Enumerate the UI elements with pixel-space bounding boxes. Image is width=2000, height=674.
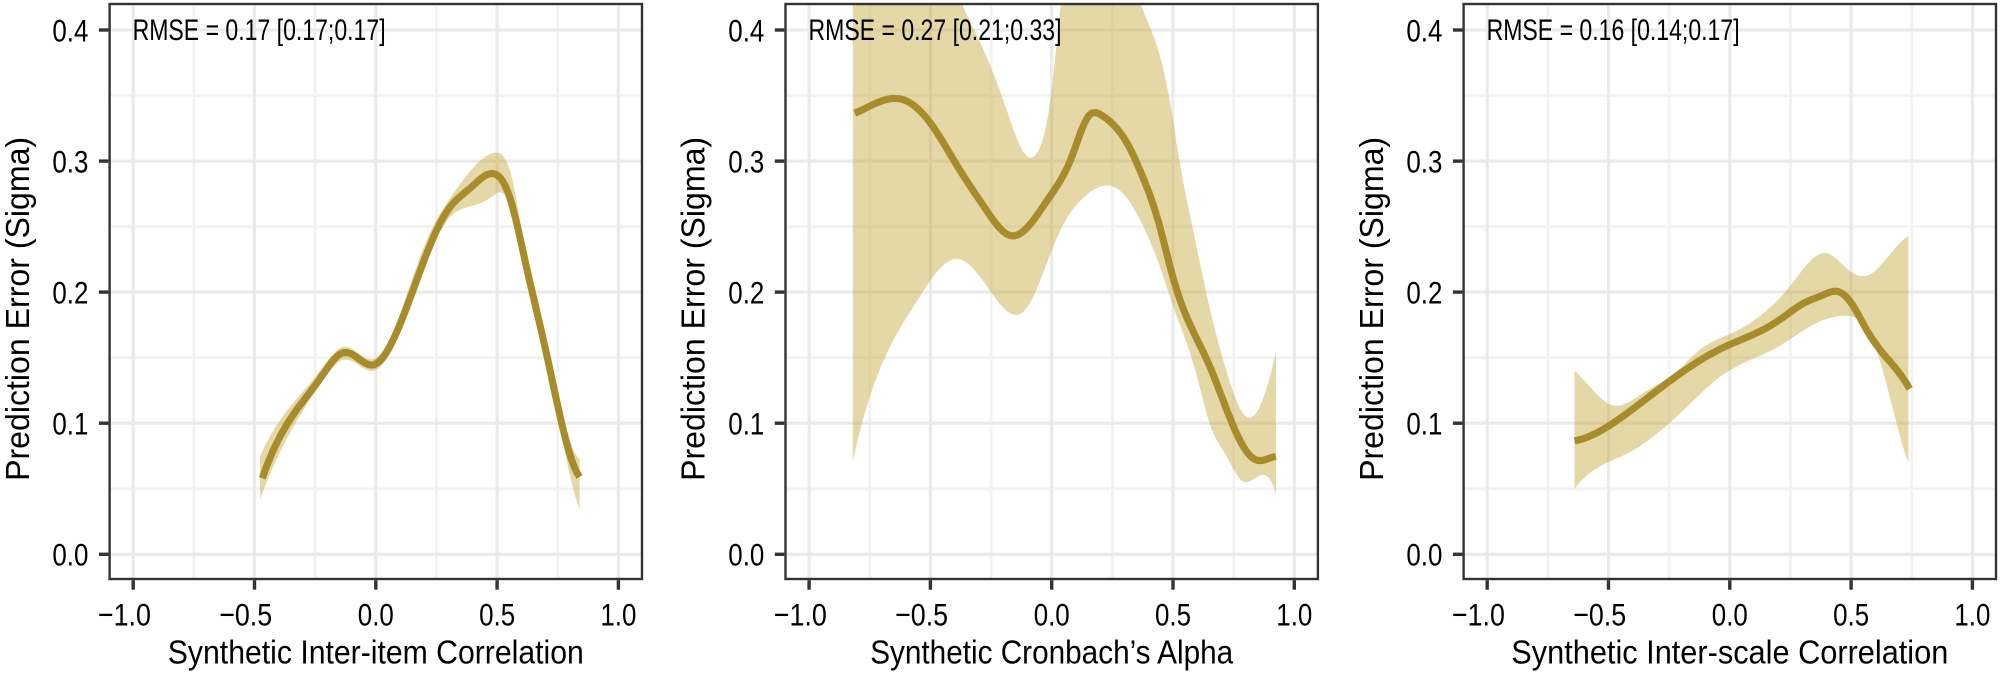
svg-text:0.0: 0.0 [1712, 596, 1748, 632]
svg-text:0.2: 0.2 [728, 275, 764, 311]
svg-text:−0.5: −0.5 [895, 596, 948, 632]
svg-text:−1.0: −1.0 [1452, 596, 1505, 632]
svg-text:0.0: 0.0 [1406, 537, 1442, 573]
svg-text:0.1: 0.1 [728, 406, 764, 442]
svg-text:0.2: 0.2 [1406, 275, 1442, 311]
svg-text:1.0: 1.0 [1276, 596, 1312, 632]
svg-text:0.0: 0.0 [52, 537, 88, 573]
svg-text:1.0: 1.0 [1954, 596, 1990, 632]
svg-text:0.3: 0.3 [1406, 144, 1442, 180]
svg-text:−0.5: −0.5 [219, 596, 272, 632]
svg-text:0.3: 0.3 [728, 144, 764, 180]
svg-text:Synthetic Inter-scale Correlat: Synthetic Inter-scale Correlation [1511, 635, 1948, 672]
svg-text:RMSE = 0.17 [0.17;0.17]: RMSE = 0.17 [0.17;0.17] [133, 14, 386, 47]
svg-text:Prediction Error (Sigma): Prediction Error (Sigma) [1354, 137, 1391, 481]
svg-text:0.5: 0.5 [1155, 596, 1191, 632]
svg-text:−1.0: −1.0 [774, 596, 827, 632]
svg-text:RMSE = 0.27 [0.21;0.33]: RMSE = 0.27 [0.21;0.33] [809, 14, 1062, 47]
svg-text:Synthetic Cronbach’s Alpha: Synthetic Cronbach’s Alpha [870, 635, 1234, 672]
svg-text:−0.5: −0.5 [1573, 596, 1626, 632]
svg-text:0.5: 0.5 [479, 596, 515, 632]
svg-text:0.4: 0.4 [52, 12, 88, 48]
svg-text:0.5: 0.5 [1833, 596, 1869, 632]
svg-text:Prediction Error (Sigma): Prediction Error (Sigma) [0, 137, 37, 481]
svg-text:0.0: 0.0 [728, 537, 764, 573]
svg-text:0.1: 0.1 [52, 406, 88, 442]
svg-text:1.0: 1.0 [600, 596, 636, 632]
svg-text:0.0: 0.0 [1034, 596, 1070, 632]
svg-text:0.3: 0.3 [52, 144, 88, 180]
svg-text:RMSE = 0.16 [0.14;0.17]: RMSE = 0.16 [0.14;0.17] [1487, 14, 1740, 47]
svg-text:0.4: 0.4 [1406, 12, 1442, 48]
svg-text:Prediction Error (Sigma): Prediction Error (Sigma) [676, 137, 713, 481]
svg-text:−1.0: −1.0 [98, 596, 151, 632]
svg-text:0.4: 0.4 [728, 12, 764, 48]
svg-text:0.1: 0.1 [1406, 406, 1442, 442]
svg-text:0.0: 0.0 [358, 596, 394, 632]
svg-text:Synthetic Inter-item Correlati: Synthetic Inter-item Correlation [168, 635, 584, 672]
svg-text:0.2: 0.2 [52, 275, 88, 311]
